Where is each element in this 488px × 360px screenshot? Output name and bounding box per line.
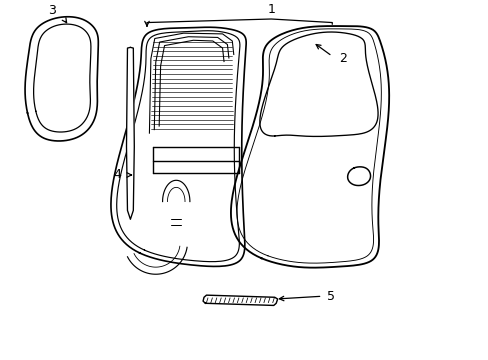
- Polygon shape: [347, 168, 369, 185]
- Polygon shape: [203, 295, 277, 305]
- Text: 5: 5: [327, 290, 335, 303]
- Text: 4: 4: [114, 168, 122, 181]
- Polygon shape: [126, 48, 134, 219]
- Text: 1: 1: [267, 3, 275, 16]
- Text: 3: 3: [48, 4, 56, 17]
- Text: 2: 2: [339, 52, 347, 65]
